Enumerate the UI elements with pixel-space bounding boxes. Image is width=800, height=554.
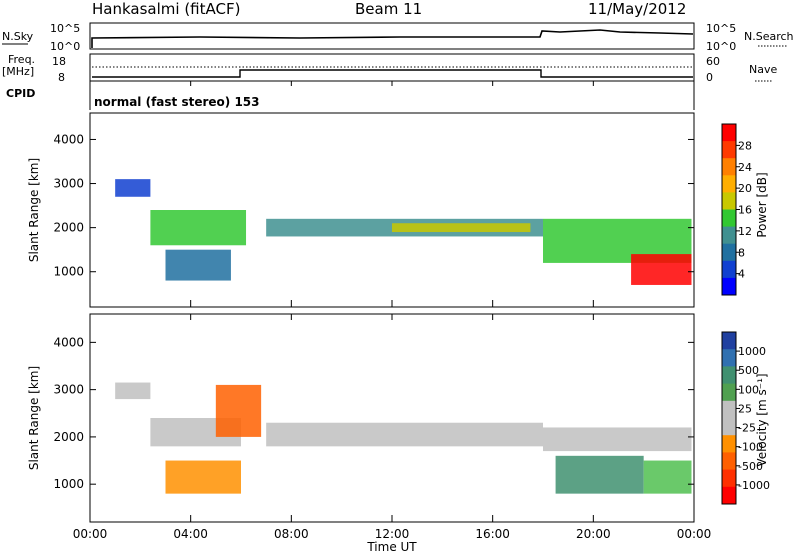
velocity-ylabel: Slant Range [km] (27, 366, 41, 470)
velocity-colorbar-frame (721, 331, 737, 505)
power-colorbar-swatch-3 (722, 175, 736, 193)
xtick-label-2: 08:00 (274, 527, 309, 541)
power-colorbar: 28 24 20 16 12 8 4 (721, 123, 752, 296)
velocity-ytick-label-3: 1000 (53, 477, 84, 491)
velocity-colorbar-swatch-8 (722, 469, 736, 488)
velocity-colorbar-swatch-1 (722, 349, 736, 367)
power-ytick-label-0: 4000 (53, 132, 84, 146)
power-ytick-label-2: 2000 (53, 221, 84, 235)
power-ytick-label-3: 1000 (53, 265, 84, 279)
velocity-colorbar-label-4: -25 (738, 422, 756, 435)
velocity-colorbar: 1000 500 100 25 -25 -100 -500 -1000 (721, 331, 770, 505)
velocity-colorbar-swatch-4 (722, 400, 736, 419)
power-panel: 4000 3000 2000 1000 Slant Range [km] (27, 112, 695, 308)
power-colorbar-label-3: 16 (738, 204, 752, 217)
power-colorbar-swatch-7 (722, 243, 736, 262)
velocity-colorbar-label-5: -100 (738, 441, 763, 454)
power-echo-band-1 (150, 210, 247, 246)
xtick-label-0: 00:00 (73, 527, 108, 541)
velocity-colorbar-swatch-3 (722, 383, 736, 402)
velocity-colorbar-label-7: -1000 (738, 479, 770, 492)
nsky-label: N.Sky (2, 30, 34, 43)
power-colorbar-label: Power [dB] (755, 172, 769, 237)
power-colorbar-label-4: 12 (738, 225, 752, 238)
freq-label: Freq. (8, 53, 35, 66)
station-title: Hankasalmi (fitACF) (92, 0, 240, 18)
nave-tick-bottom: 0 (706, 71, 713, 84)
velocity-echo-band-2 (215, 384, 262, 437)
velocity-colorbar-label-0: 1000 (738, 345, 766, 358)
velocity-colorbar-swatch-9 (722, 486, 736, 505)
velocity-echo-band-6 (555, 455, 644, 494)
power-colorbar-label-1: 24 (738, 161, 752, 174)
nsearch-tick-top: 10^5 (706, 22, 736, 35)
nsearch-label: N.Search (744, 30, 794, 43)
velocity-echo-band-0 (115, 382, 151, 400)
xtick-label-4: 16:00 (475, 527, 510, 541)
velocity-echo-band-4 (266, 422, 543, 447)
velocity-ytick-label-2: 2000 (53, 430, 84, 444)
velocity-echo-band-3 (165, 460, 241, 494)
velocity-colorbar-swatch-0 (722, 332, 736, 350)
power-colorbar-label-5: 8 (738, 246, 745, 259)
power-colorbar-swatch-4 (722, 192, 736, 210)
velocity-echo-band-7 (643, 460, 692, 494)
nsky-panel: N.Sky 10^5 10^0 10^5 10^0 N.Search (2, 22, 794, 53)
power-colorbar-label-6: 4 (738, 268, 745, 281)
x-axis-label: Time UT (366, 540, 417, 554)
velocity-colorbar-swatch-7 (722, 452, 736, 471)
freq-panel: Freq. [MHz] 18 8 60 0 Nave CPID (2, 53, 777, 100)
date-title: 11/May/2012 (588, 0, 686, 18)
xtick-label-1: 04:00 (173, 527, 208, 541)
power-colorbar-swatch-0 (722, 124, 736, 142)
velocity-panel: 4000 3000 2000 1000 Slant Range [km] (27, 313, 695, 523)
power-echo-band-4 (392, 223, 531, 233)
beam-title: Beam 11 (355, 0, 422, 18)
nave-trace (92, 69, 693, 78)
freq-tick-bottom: 8 (58, 71, 65, 84)
power-ylabel: Slant Range [km] (27, 158, 41, 262)
velocity-colorbar-label-2: 100 (738, 383, 759, 396)
velocity-ytick-label-1: 3000 (53, 383, 84, 397)
velocity-colorbar-label-3: 25 (738, 402, 752, 415)
power-ytick-label-1: 3000 (53, 177, 84, 191)
power-colorbar-swatch-1 (722, 141, 736, 159)
power-colorbar-swatch-8 (722, 260, 736, 279)
power-colorbar-label-0: 28 (738, 139, 752, 152)
velocity-colorbar-label-6: -500 (738, 460, 763, 473)
velocity-colorbar-swatch-2 (722, 366, 736, 385)
power-colorbar-swatch-6 (722, 226, 736, 245)
nave-tick-top: 60 (706, 55, 720, 68)
nsky-trace (91, 29, 694, 48)
power-colorbar-label-2: 20 (738, 182, 752, 195)
power-colorbar-swatch-9 (722, 277, 736, 296)
nsky-tick-bottom: 10^0 (50, 40, 80, 53)
nsearch-tick-bottom: 10^0 (706, 40, 736, 53)
power-colorbar-swatch-5 (722, 209, 736, 228)
power-colorbar-swatch-2 (722, 158, 736, 176)
velocity-colorbar-label-1: 500 (738, 364, 759, 377)
xtick-label-6: 00:00 (677, 527, 712, 541)
velocity-colorbar-swatch-6 (722, 435, 736, 453)
nave-label: Nave (749, 63, 777, 76)
velocity-ytick-label-0: 4000 (53, 335, 84, 349)
power-echo-band-6 (631, 254, 692, 285)
velocity-echo-band-5 (543, 427, 692, 452)
xtick-label-5: 20:00 (576, 527, 611, 541)
velocity-colorbar-swatch-5 (722, 418, 736, 436)
cpid-label: CPID (6, 87, 35, 100)
xtick-label-3: 12:00 (375, 527, 410, 541)
power-echo-band-0 (115, 179, 151, 197)
nsky-tick-top: 10^5 (50, 22, 80, 35)
freq-tick-top: 18 (52, 55, 66, 68)
cpid-text: normal (fast stereo) 153 (94, 95, 260, 109)
power-echo-band-2 (165, 249, 231, 281)
velocity-colorbar-label: Velocity [m s⁻¹] (755, 373, 769, 466)
freq-unit-label: [MHz] (2, 65, 34, 78)
